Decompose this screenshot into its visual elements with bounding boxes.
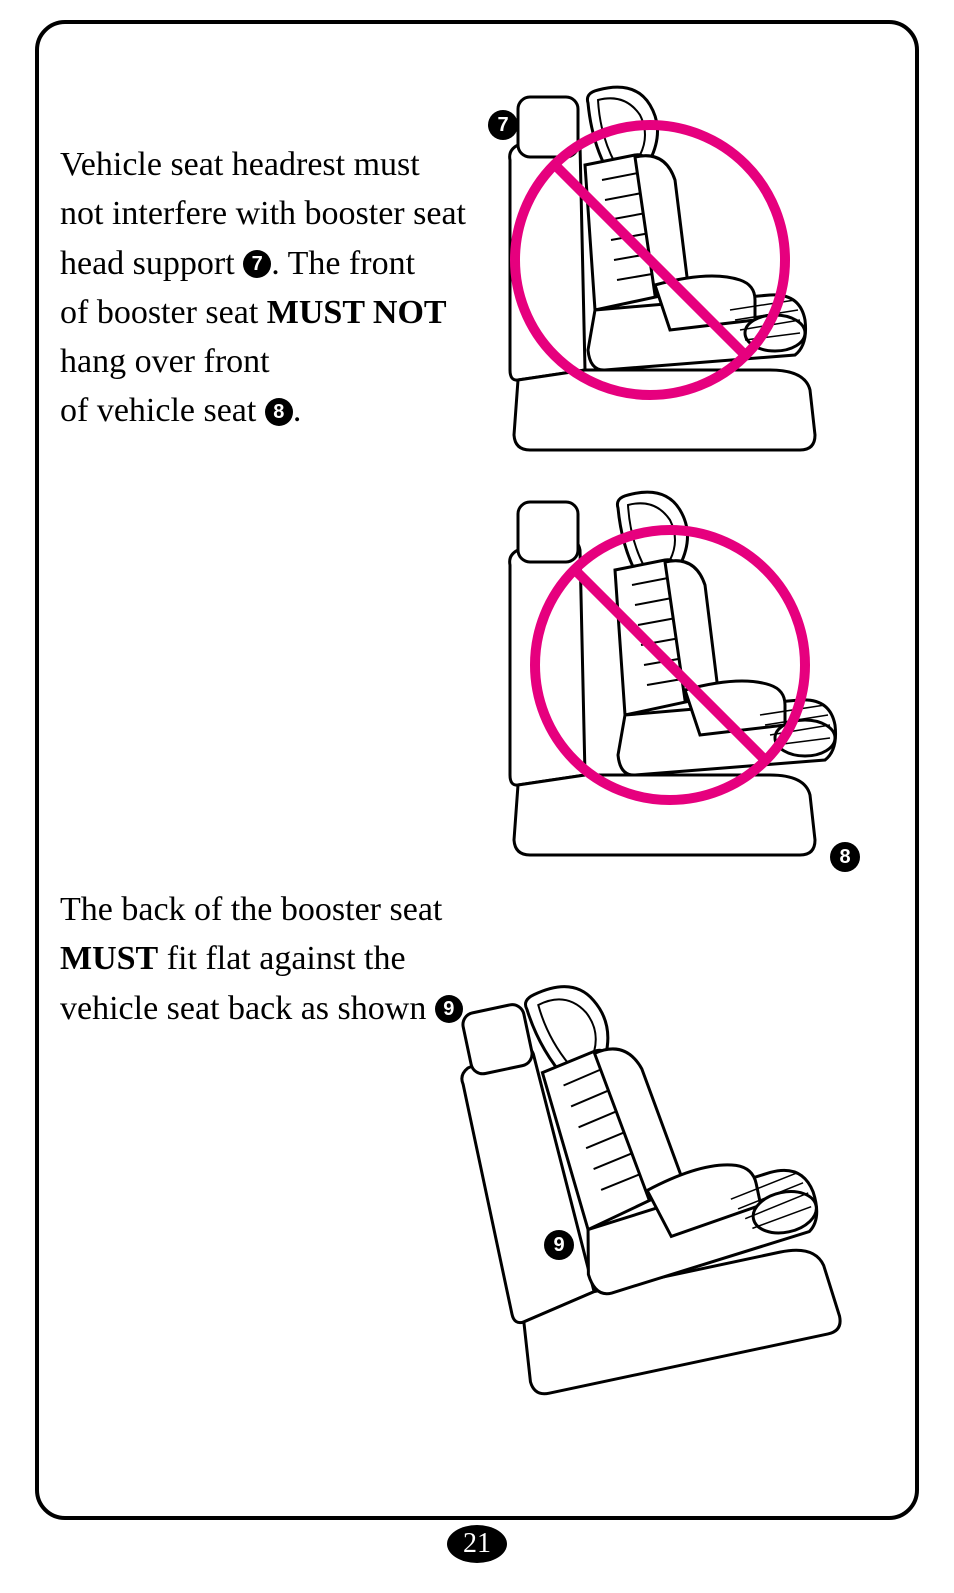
t1-l4a: of booster seat <box>60 294 267 331</box>
t2-l1: The back of the booster seat <box>60 891 442 928</box>
figure-8 <box>470 490 870 885</box>
inline-num-7: 7 <box>243 250 271 278</box>
t1-l2: not interfere with booster seat <box>60 195 466 232</box>
page-number-wrap: 21 <box>447 1525 507 1563</box>
callout-8: 8 <box>830 842 860 872</box>
t1-l3b: . The front <box>271 245 415 282</box>
figure-7 <box>470 85 870 480</box>
instruction-text-1: Vehicle seat headrest must not interfere… <box>60 140 480 436</box>
inline-num-8: 8 <box>265 398 293 426</box>
t1-l1: Vehicle seat headrest must <box>60 146 420 183</box>
t1-l3a: head support <box>60 245 243 282</box>
t1-l6b: . <box>293 392 302 429</box>
t1-l5: hang over front <box>60 343 270 380</box>
t2-l3a: vehicle seat back as shown <box>60 990 435 1027</box>
page-number: 21 <box>447 1525 507 1563</box>
figure-9 <box>410 960 870 1430</box>
callout-9: 9 <box>544 1230 574 1260</box>
t2-l2-bold: MUST <box>60 940 158 977</box>
callout-7: 7 <box>488 110 518 140</box>
t2-l2b: fit flat against the <box>158 940 405 977</box>
t1-l4-bold: MUST NOT <box>267 294 447 331</box>
t1-l6a: of vehicle seat <box>60 392 265 429</box>
